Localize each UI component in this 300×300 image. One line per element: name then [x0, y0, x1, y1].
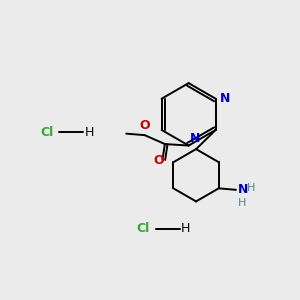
- Text: H: H: [237, 198, 246, 208]
- Text: O: O: [139, 118, 150, 132]
- Text: N: N: [220, 92, 230, 105]
- Text: O: O: [153, 154, 164, 167]
- Text: H: H: [247, 183, 255, 193]
- Text: H: H: [85, 126, 94, 139]
- Text: Cl: Cl: [40, 126, 53, 139]
- Text: N: N: [238, 183, 248, 196]
- Text: N: N: [190, 132, 201, 145]
- Text: H: H: [181, 222, 190, 235]
- Text: Cl: Cl: [136, 222, 150, 235]
